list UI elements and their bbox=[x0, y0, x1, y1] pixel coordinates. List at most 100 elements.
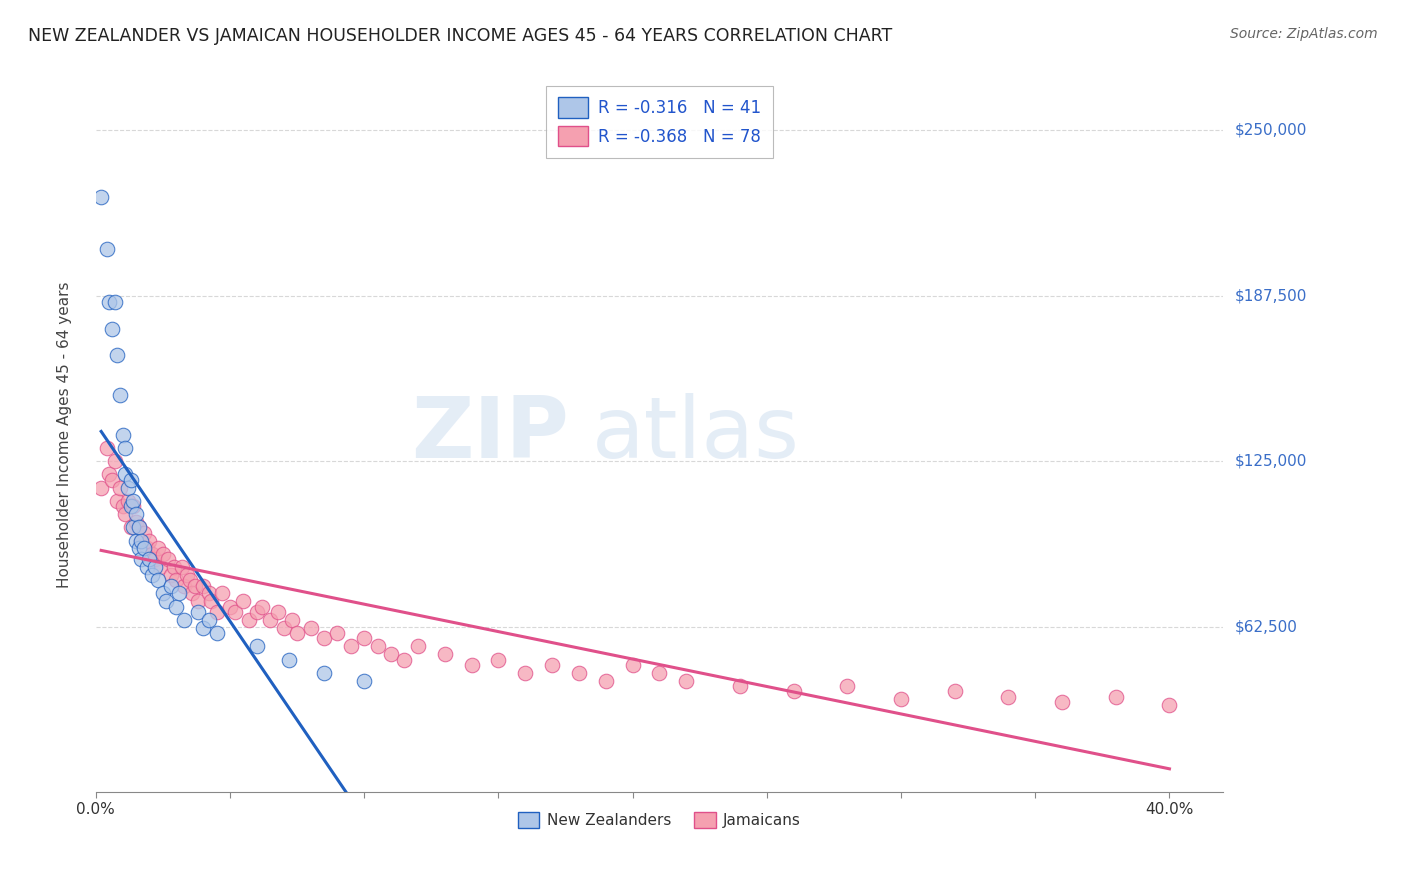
Point bbox=[131, 533, 153, 548]
Point bbox=[135, 541, 157, 556]
Point bbox=[595, 673, 617, 688]
Point bbox=[103, 454, 125, 468]
Point bbox=[143, 560, 166, 574]
Point bbox=[353, 632, 375, 646]
Point bbox=[101, 322, 124, 336]
Point bbox=[128, 520, 150, 534]
Point bbox=[114, 507, 136, 521]
Legend: New Zealanders, Jamaicans: New Zealanders, Jamaicans bbox=[512, 806, 807, 834]
Point bbox=[238, 613, 260, 627]
Point bbox=[246, 640, 269, 654]
Point bbox=[219, 599, 242, 614]
Point bbox=[117, 494, 139, 508]
Point bbox=[515, 665, 537, 680]
Point bbox=[675, 673, 697, 688]
Point bbox=[170, 560, 193, 574]
Text: Source: ZipAtlas.com: Source: ZipAtlas.com bbox=[1230, 27, 1378, 41]
Point bbox=[299, 621, 322, 635]
Point bbox=[117, 481, 139, 495]
Point bbox=[267, 605, 290, 619]
Point bbox=[486, 653, 509, 667]
Y-axis label: Householder Income Ages 45 - 64 years: Householder Income Ages 45 - 64 years bbox=[58, 282, 72, 588]
Point bbox=[621, 657, 644, 672]
Point bbox=[890, 692, 912, 706]
Point bbox=[138, 533, 160, 548]
Point bbox=[141, 547, 163, 561]
Point bbox=[367, 640, 389, 654]
Point bbox=[181, 586, 204, 600]
Point bbox=[326, 626, 349, 640]
Point bbox=[280, 613, 302, 627]
Point bbox=[943, 684, 966, 698]
Point bbox=[120, 499, 142, 513]
Point bbox=[152, 547, 174, 561]
Point bbox=[205, 605, 228, 619]
Point bbox=[143, 552, 166, 566]
Point bbox=[187, 594, 209, 608]
Point bbox=[132, 541, 155, 556]
Point bbox=[98, 295, 121, 310]
Point bbox=[128, 541, 150, 556]
Point bbox=[191, 578, 214, 592]
Point bbox=[1050, 695, 1073, 709]
Point bbox=[224, 605, 246, 619]
Point bbox=[90, 481, 112, 495]
Point bbox=[165, 599, 187, 614]
Point bbox=[250, 599, 273, 614]
Point bbox=[98, 467, 121, 482]
Point bbox=[200, 594, 222, 608]
Point bbox=[187, 605, 209, 619]
Point bbox=[173, 578, 195, 592]
Point bbox=[394, 653, 416, 667]
Point bbox=[167, 586, 190, 600]
Point bbox=[152, 586, 174, 600]
Point bbox=[179, 574, 201, 588]
Point bbox=[162, 560, 184, 574]
Point bbox=[232, 594, 254, 608]
Point bbox=[157, 552, 180, 566]
Point bbox=[184, 578, 207, 592]
Point bbox=[128, 520, 150, 534]
Point bbox=[160, 578, 183, 592]
Point bbox=[105, 348, 128, 362]
Point bbox=[105, 494, 128, 508]
Point bbox=[90, 189, 112, 203]
Point bbox=[149, 560, 172, 574]
Point bbox=[648, 665, 671, 680]
Point bbox=[132, 525, 155, 540]
Point bbox=[273, 621, 295, 635]
Point bbox=[353, 673, 375, 688]
Point bbox=[125, 507, 148, 521]
Point bbox=[114, 467, 136, 482]
Point bbox=[108, 388, 131, 402]
Point bbox=[246, 605, 269, 619]
Point bbox=[460, 657, 482, 672]
Point bbox=[339, 640, 361, 654]
Point bbox=[96, 243, 118, 257]
Point bbox=[108, 481, 131, 495]
Point bbox=[285, 626, 308, 640]
Point bbox=[114, 441, 136, 455]
Text: NEW ZEALANDER VS JAMAICAN HOUSEHOLDER INCOME AGES 45 - 64 YEARS CORRELATION CHAR: NEW ZEALANDER VS JAMAICAN HOUSEHOLDER IN… bbox=[28, 27, 893, 45]
Point bbox=[135, 560, 157, 574]
Point bbox=[278, 653, 301, 667]
Point bbox=[111, 499, 134, 513]
Text: $125,000: $125,000 bbox=[1234, 454, 1306, 468]
Text: ZIP: ZIP bbox=[412, 393, 569, 476]
Point bbox=[433, 648, 456, 662]
Point bbox=[125, 515, 148, 529]
Point bbox=[131, 533, 153, 548]
Point bbox=[122, 499, 145, 513]
Point bbox=[125, 533, 148, 548]
Point bbox=[165, 574, 187, 588]
Point bbox=[997, 690, 1019, 704]
Point bbox=[101, 473, 124, 487]
Point bbox=[541, 657, 564, 672]
Point bbox=[122, 520, 145, 534]
Point bbox=[406, 640, 429, 654]
Text: $250,000: $250,000 bbox=[1234, 123, 1306, 138]
Point bbox=[103, 295, 125, 310]
Point bbox=[131, 552, 153, 566]
Point bbox=[312, 665, 335, 680]
Point bbox=[1159, 698, 1181, 712]
